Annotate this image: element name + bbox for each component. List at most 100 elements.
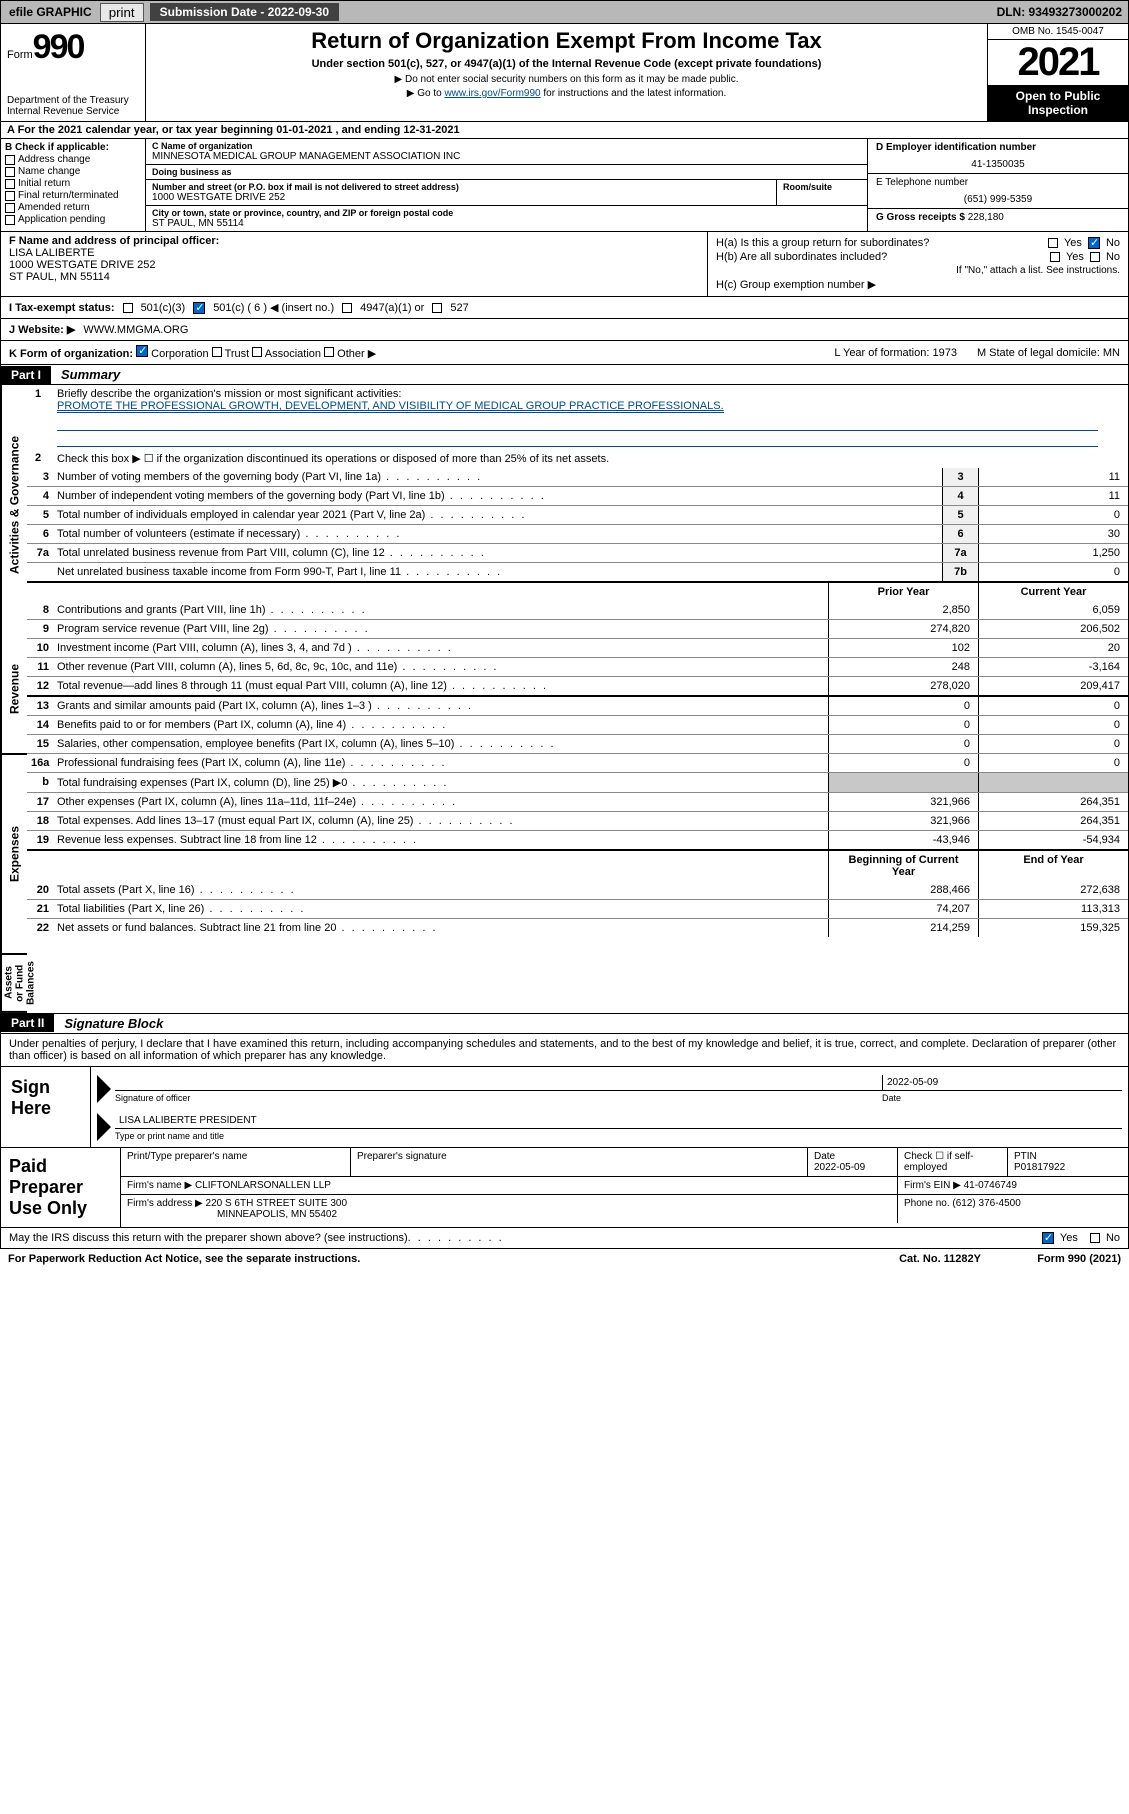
- row-desc: Total fundraising expenses (Part IX, col…: [53, 773, 828, 792]
- chk-corp[interactable]: [136, 345, 148, 357]
- street-value: 1000 WESTGATE DRIVE 252: [152, 192, 770, 203]
- hb-yes[interactable]: [1050, 252, 1060, 262]
- checkbox-address-change[interactable]: [5, 155, 15, 165]
- row-desc: Revenue less expenses. Subtract line 18 …: [53, 831, 828, 849]
- checkbox-pending[interactable]: [5, 215, 15, 225]
- section-expenses: 13 Grants and similar amounts paid (Part…: [27, 697, 1128, 851]
- paid-preparer-label: Paid Preparer Use Only: [1, 1148, 121, 1227]
- signature-declaration: Under penalties of perjury, I declare th…: [0, 1034, 1129, 1067]
- row-desc: Salaries, other compensation, employee b…: [53, 735, 828, 753]
- submission-date: Submission Date - 2022-09-30: [150, 3, 339, 21]
- row-k-org-form: K Form of organization: Corporation Trus…: [0, 341, 1129, 365]
- irs-label: Internal Revenue Service: [7, 106, 139, 117]
- section-revenue: Prior Year Current Year 8 Contributions …: [27, 583, 1128, 697]
- footer: For Paperwork Reduction Act Notice, see …: [0, 1249, 1129, 1269]
- row-desc: Total expenses. Add lines 13–17 (must eq…: [53, 812, 828, 830]
- chk-assoc[interactable]: [252, 347, 262, 357]
- ha-no[interactable]: [1088, 237, 1100, 249]
- year-formation: L Year of formation: 1973: [834, 347, 957, 359]
- city-label: City or town, state or province, country…: [152, 208, 861, 218]
- sign-here-label: Sign Here: [1, 1067, 91, 1147]
- chk-4947[interactable]: [342, 303, 352, 313]
- tab-revenue: Revenue: [1, 625, 27, 755]
- dln: DLN: 93493273000202: [997, 5, 1128, 19]
- row-desc: Investment income (Part VIII, column (A)…: [53, 639, 828, 657]
- prior-val: 321,966: [828, 793, 978, 811]
- part-2-header: Part II Signature Block: [0, 1014, 1129, 1034]
- current-val: 0: [978, 716, 1128, 734]
- sig-date: 2022-05-09: [882, 1075, 1122, 1090]
- print-button[interactable]: print: [100, 3, 144, 22]
- part-1-header: Part I Summary: [0, 365, 1129, 385]
- gov-desc: Net unrelated business taxable income fr…: [53, 563, 942, 581]
- box-f: F Name and address of principal officer:…: [1, 232, 708, 296]
- gov-val: 0: [978, 563, 1128, 581]
- officer-addr1: 1000 WESTGATE DRIVE 252: [9, 259, 699, 271]
- box-h: H(a) Is this a group return for subordin…: [708, 232, 1128, 296]
- current-val: 272,638: [978, 881, 1128, 899]
- header-right: OMB No. 1545-0047 2021 Open to Public In…: [988, 24, 1128, 121]
- room-label: Room/suite: [783, 182, 861, 192]
- gov-val: 1,250: [978, 544, 1128, 562]
- prior-val: 248: [828, 658, 978, 676]
- current-year-hdr: Current Year: [978, 583, 1128, 601]
- tab-governance: Activities & Governance: [1, 385, 27, 625]
- gov-box: 7b: [942, 563, 978, 581]
- preparer-name-hdr: Print/Type preparer's name: [121, 1148, 351, 1176]
- box-c: C Name of organization MINNESOTA MEDICAL…: [146, 139, 868, 231]
- checkbox-name-change[interactable]: [5, 167, 15, 177]
- gov-val: 0: [978, 506, 1128, 524]
- block-b-c-d: B Check if applicable: Address change Na…: [0, 139, 1129, 232]
- header-middle: Return of Organization Exempt From Incom…: [146, 24, 988, 121]
- row-desc: Professional fundraising fees (Part IX, …: [53, 754, 828, 772]
- firm-addr2: MINNEAPOLIS, MN 55402: [217, 1209, 337, 1220]
- block-f-h: F Name and address of principal officer:…: [0, 232, 1129, 297]
- chk-501c3[interactable]: [123, 303, 133, 313]
- hc-label: H(c) Group exemption number ▶: [716, 278, 876, 291]
- prior-val: 321,966: [828, 812, 978, 830]
- row-desc: Other expenses (Part IX, column (A), lin…: [53, 793, 828, 811]
- gov-val: 11: [978, 487, 1128, 505]
- hb-no[interactable]: [1090, 252, 1100, 262]
- sign-here-block: Sign Here 2022-05-09 Signature of office…: [0, 1067, 1129, 1148]
- current-val: 20: [978, 639, 1128, 657]
- gov-desc: Total number of volunteers (estimate if …: [53, 525, 942, 543]
- box-b-header: B Check if applicable:: [5, 142, 141, 153]
- checkbox-final-return[interactable]: [5, 191, 15, 201]
- gov-box: 4: [942, 487, 978, 505]
- gov-desc: Total unrelated business revenue from Pa…: [53, 544, 942, 562]
- row-desc: Contributions and grants (Part VIII, lin…: [53, 601, 828, 619]
- discuss-yes[interactable]: [1042, 1232, 1054, 1244]
- sig-date-lbl: Date: [882, 1093, 1122, 1103]
- end-year-hdr: End of Year: [978, 851, 1128, 881]
- summary-body: Activities & Governance Revenue Expenses…: [0, 385, 1129, 1014]
- row-j-website: J Website: ▶ WWW.MMGMA.ORG: [0, 319, 1129, 341]
- ha-yes[interactable]: [1048, 238, 1058, 248]
- checkbox-amended[interactable]: [5, 203, 15, 213]
- officer-addr2: ST PAUL, MN 55114: [9, 271, 699, 283]
- irs-link[interactable]: www.irs.gov/Form990: [444, 88, 540, 99]
- chk-501c[interactable]: [193, 302, 205, 314]
- row-desc: Program service revenue (Part VIII, line…: [53, 620, 828, 638]
- line-a-tax-year: A For the 2021 calendar year, or tax yea…: [0, 122, 1129, 139]
- chk-other[interactable]: [324, 347, 334, 357]
- checkbox-initial-return[interactable]: [5, 179, 15, 189]
- current-val: 6,059: [978, 601, 1128, 619]
- org-name-label: C Name of organization: [152, 141, 861, 151]
- discuss-no[interactable]: [1090, 1233, 1100, 1243]
- prior-val: 274,820: [828, 620, 978, 638]
- gov-box: 6: [942, 525, 978, 543]
- blank-line: [57, 417, 1098, 431]
- prior-val: 278,020: [828, 677, 978, 695]
- chk-trust[interactable]: [212, 347, 222, 357]
- header-left: Form 990 Department of the Treasury Inte…: [1, 24, 146, 121]
- officer-name-lbl: Type or print name and title: [115, 1131, 1122, 1141]
- begin-year-hdr: Beginning of Current Year: [828, 851, 978, 881]
- prior-val: 0: [828, 754, 978, 772]
- hb-note: If "No," attach a list. See instructions…: [716, 265, 1120, 276]
- section-governance: 1 Briefly describe the organization's mi…: [27, 385, 1128, 583]
- gov-val: 30: [978, 525, 1128, 543]
- row-desc: Benefits paid to or for members (Part IX…: [53, 716, 828, 734]
- chk-527[interactable]: [432, 303, 442, 313]
- form-footer: Form 990 (2021): [981, 1253, 1121, 1265]
